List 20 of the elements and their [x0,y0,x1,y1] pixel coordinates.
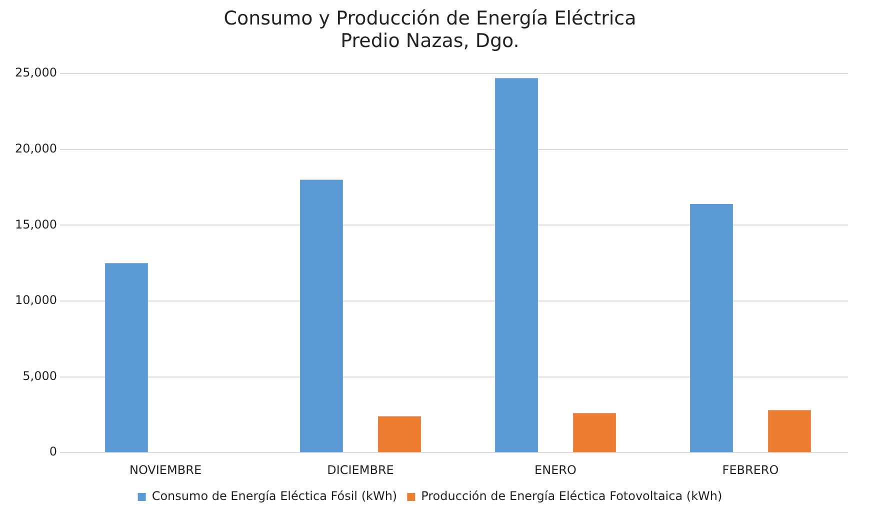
bar [573,413,616,452]
legend-label: Producción de Energía Eléctica Fotovoltaica (kWh) [421,489,722,504]
bar [768,410,811,452]
x-tick-label: ENERO [534,462,576,477]
bar [495,78,538,452]
chart-title: Consumo y Producción de Energía Eléctrica Predio Nazas, Dgo. [224,7,636,52]
bar [378,416,421,452]
y-tick-label: 5,000 [22,368,57,383]
y-tick-label: 15,000 [14,217,57,232]
y-tick-label: 0 [49,444,57,459]
y-tick-label: 10,000 [14,293,57,308]
bar [300,180,343,452]
legend-label: Consumo de Energía Eléctica Fósil (kWh) [152,489,398,504]
y-tick-label: 25,000 [14,66,57,80]
y-tick-label: 20,000 [14,142,57,156]
bar [105,263,148,452]
bar [690,204,733,452]
x-tick-label: NOVIEMBRE [129,462,202,477]
x-tick-label: FEBRERO [722,462,779,477]
x-tick-label: DICIEMBRE [327,462,394,477]
